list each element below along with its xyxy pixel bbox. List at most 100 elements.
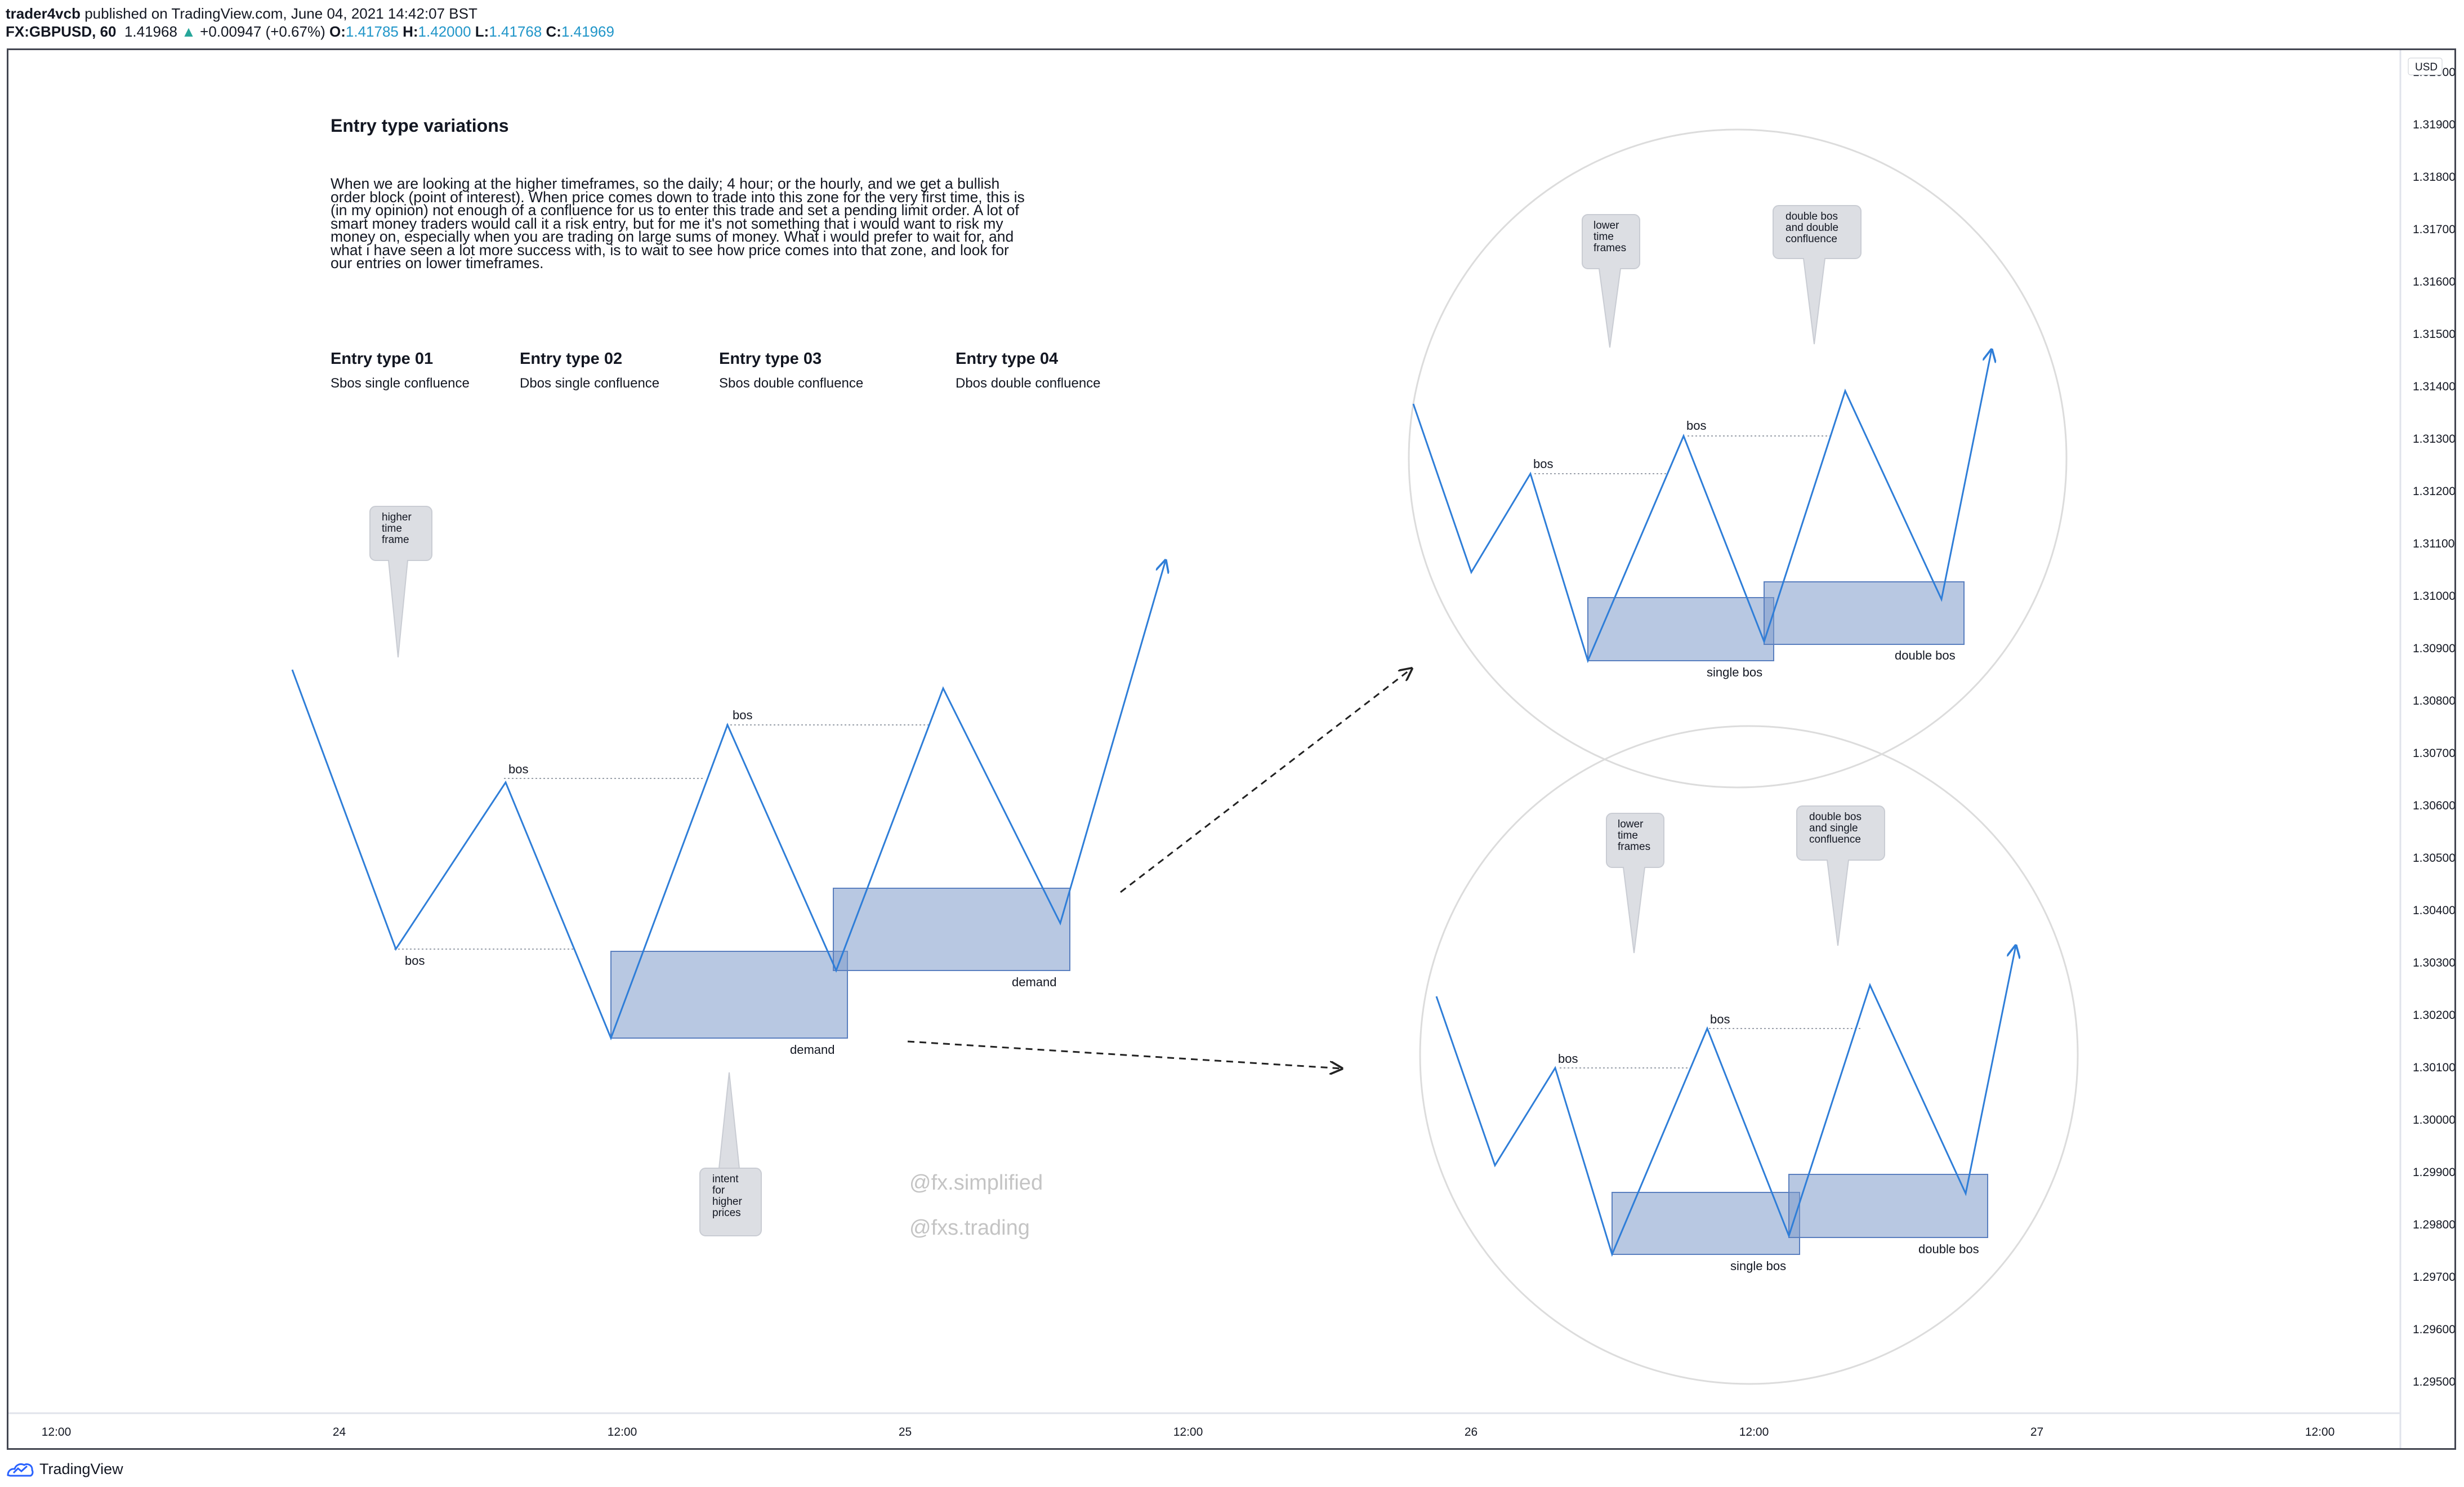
price-tick-label: 1.30900 — [2413, 642, 2454, 655]
low-label: L: — [475, 23, 489, 40]
time-tick-label: 26 — [1465, 1426, 1477, 1439]
annotation-description[interactable]: When we are looking at the higher timefr… — [331, 175, 1025, 271]
single-bos-zone-top[interactable] — [1587, 597, 1774, 661]
price-tick-label: 1.31400 — [2413, 380, 2454, 393]
single-bos-zone-bottom[interactable] — [1612, 1192, 1800, 1255]
entry-type-03-title[interactable]: Entry type 03 — [719, 350, 822, 368]
double-bos-zone-top[interactable] — [1764, 581, 1965, 645]
price-path-top[interactable] — [1412, 350, 1992, 664]
bos-label: bos — [733, 708, 753, 722]
demand-zone-1[interactable] — [610, 951, 848, 1039]
double-bos-label: double bos — [1918, 1242, 1979, 1256]
high-label: H: — [403, 23, 418, 40]
price-tick-label: 1.29900 — [2413, 1166, 2454, 1179]
main-drawing[interactable] — [291, 560, 1412, 1068]
price-tick-label: 1.31500 — [2413, 328, 2454, 341]
tradingview-logo-icon — [7, 1463, 34, 1477]
chart-canvas[interactable]: 1.320001.319001.318001.317001.316001.315… — [8, 50, 2454, 1448]
price-tick-label: 1.31300 — [2413, 433, 2454, 446]
currency-badge[interactable] — [2408, 57, 2443, 75]
bos-label: bos — [1558, 1052, 1578, 1066]
bos-label: bos — [405, 954, 425, 968]
time-tick-label: 12:00 — [1173, 1426, 1203, 1439]
open-label: O: — [329, 23, 346, 40]
double-bos-label: double bos — [1895, 648, 1956, 662]
time-tick-label: 12:00 — [608, 1426, 637, 1439]
callout-text-lower-timeframes-top: lower time frames — [1593, 220, 1627, 254]
bos-label: bos — [508, 762, 529, 776]
low-value: 1.41768 — [489, 23, 542, 40]
price-tick-label: 1.30000 — [2413, 1114, 2454, 1127]
high-value: 1.42000 — [418, 23, 471, 40]
entry-type-04-title[interactable]: Entry type 04 — [956, 350, 1059, 368]
watermark-handle-2: @fxs.trading — [909, 1216, 1030, 1240]
callout-lower-timeframes-top[interactable] — [1582, 214, 1640, 348]
zoom-circle-bottom — [1419, 725, 2079, 1385]
price-tick-label: 1.31700 — [2413, 223, 2454, 236]
dashed-arrow-down[interactable] — [907, 1040, 1342, 1068]
callout-double-bos-double-confluence[interactable] — [1773, 205, 1862, 345]
entry-type-04-subtitle: Dbos double confluence — [956, 376, 1101, 391]
price-axis[interactable]: 1.320001.319001.318001.317001.316001.315… — [2408, 57, 2454, 1388]
callout-intent-higher-prices[interactable] — [699, 1072, 762, 1236]
callout-text-double-double: double bos and double confluence — [1785, 211, 1839, 245]
bos-label: bos — [1533, 457, 1554, 471]
demand-label: demand — [1012, 975, 1057, 989]
entry-type-02-title[interactable]: Entry type 02 — [520, 350, 623, 368]
callout-double-bos-single-confluence[interactable] — [1796, 805, 1885, 946]
dashed-arrow-up[interactable] — [1120, 669, 1412, 893]
symbol-name[interactable]: FX:GBPUSD, 60 — [6, 23, 117, 40]
demand-label: demand — [790, 1043, 835, 1057]
single-bos-label: single bos — [1707, 665, 1763, 679]
price-tick-label: 1.29600 — [2413, 1323, 2454, 1336]
bos-label: bos — [1686, 419, 1707, 433]
single-bos-label: single bos — [1730, 1259, 1787, 1273]
callout-lower-timeframes-bottom[interactable] — [1606, 813, 1664, 954]
callout-higher-timeframe[interactable] — [369, 506, 432, 658]
entry-type-01-title[interactable]: Entry type 01 — [331, 350, 434, 368]
price-tick-label: 1.29700 — [2413, 1271, 2454, 1284]
tradingview-brand-text: TradingView — [39, 1460, 123, 1477]
time-tick-label: 27 — [2030, 1426, 2043, 1439]
demand-zone-2[interactable] — [833, 888, 1070, 971]
price-tick-label: 1.30200 — [2413, 1009, 2454, 1022]
open-value: 1.41785 — [345, 23, 399, 40]
price-tick-label: 1.31100 — [2413, 537, 2454, 550]
annotation-title[interactable]: Entry type variations — [331, 115, 509, 136]
time-tick-label: 12:00 — [2305, 1426, 2335, 1439]
published-text: published on TradingView.com, June 04, 2… — [84, 5, 477, 22]
change-up-icon: ▲ — [181, 23, 196, 40]
price-tick-label: 1.30300 — [2413, 956, 2454, 969]
time-tick-label: 12:00 — [42, 1426, 72, 1439]
price-tick-label: 1.30500 — [2413, 852, 2454, 865]
circle-bottom-drawing[interactable] — [1435, 946, 2016, 1257]
price-tick-label: 1.31200 — [2413, 485, 2454, 498]
symbol-legend: FX:GBPUSD, 60 1.41968 ▲ +0.00947 (+0.67%… — [6, 23, 614, 41]
callout-text-double-single: double bos and single confluence — [1809, 811, 1862, 845]
price-tick-label: 1.31800 — [2413, 171, 2454, 184]
author-name[interactable]: trader4vcb — [6, 5, 81, 22]
double-bos-zone-bottom[interactable] — [1788, 1174, 1988, 1238]
price-path-main[interactable] — [291, 560, 1166, 1041]
time-axis[interactable]: 12:002412:002512:002612:002712:002812:00… — [42, 1426, 2454, 1439]
callout-text-higher-timeframe: higher time frame — [382, 511, 412, 546]
price-tick-label: 1.29500 — [2413, 1375, 2454, 1388]
tradingview-brand[interactable]: TradingView — [7, 1458, 123, 1480]
entry-type-02-subtitle: Dbos single confluence — [520, 376, 660, 391]
circle-top-drawing[interactable] — [1412, 350, 1992, 664]
publish-line: trader4vcb published on TradingView.com,… — [6, 5, 477, 23]
close-value: 1.41969 — [561, 23, 614, 40]
price-tick-label: 1.30600 — [2413, 799, 2454, 812]
watermark-handle-1: @fx.simplified — [909, 1171, 1043, 1195]
price-path-bottom[interactable] — [1435, 946, 2016, 1257]
price-tick-label: 1.31900 — [2413, 118, 2454, 131]
price-tick-label: 1.30400 — [2413, 904, 2454, 917]
price-tick-label: 1.30100 — [2413, 1061, 2454, 1074]
time-tick-label: 25 — [899, 1426, 912, 1439]
chart-frame[interactable]: 1.320001.319001.318001.317001.316001.315… — [7, 48, 2456, 1450]
time-tick-label: 12:00 — [1739, 1426, 1769, 1439]
price-tick-label: 1.30800 — [2413, 694, 2454, 707]
price-tick-label: 1.30700 — [2413, 747, 2454, 760]
zoom-circle-top — [1408, 128, 2068, 789]
time-tick-label: 24 — [333, 1426, 346, 1439]
